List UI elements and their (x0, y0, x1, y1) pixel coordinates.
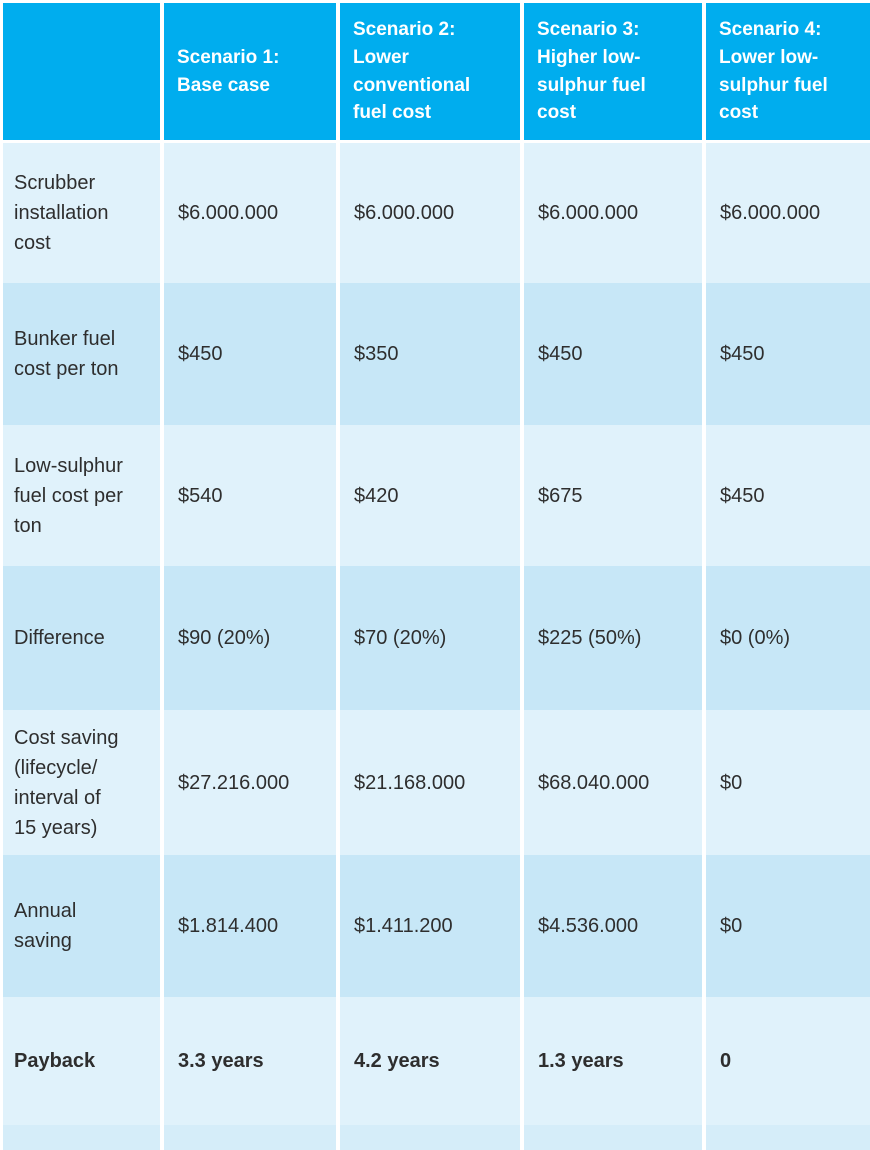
table-header-row: Scenario 1: Base case Scenario 2: Lower … (3, 3, 870, 140)
value-cell: $0 (706, 710, 870, 855)
header-cell-scenario-2: Scenario 2: Lower conventional fuel cost (340, 3, 520, 140)
row-label-scrubber-installation-cost: Scrubber installation cost (3, 143, 160, 283)
value-cell: $1.814.400 (164, 855, 336, 997)
partial-row-cell (3, 1125, 160, 1150)
value-cell: $350 (340, 283, 520, 425)
value-cell: $6.000.000 (706, 143, 870, 283)
value-cell: $6.000.000 (340, 143, 520, 283)
value-cell: $70 (20%) (340, 566, 520, 710)
header-cell-scenario-3: Scenario 3: Higher low- sulphur fuel cos… (524, 3, 702, 140)
row-label-bunker-fuel-cost-per-ton: Bunker fuel cost per ton (3, 283, 160, 425)
value-cell: $4.536.000 (524, 855, 702, 997)
value-cell: $90 (20%) (164, 566, 336, 710)
value-cell: $540 (164, 425, 336, 566)
header-cell-scenario-4: Scenario 4: Lower low- sulphur fuel cost (706, 3, 870, 140)
value-cell: $225 (50%) (524, 566, 702, 710)
value-cell: $450 (706, 425, 870, 566)
value-cell: $420 (340, 425, 520, 566)
table-body: Scrubber installation cost $6.000.000 $6… (3, 143, 870, 1150)
row-label-cost-saving-lifecycle: Cost saving (lifecycle/ interval of 15 y… (3, 710, 160, 855)
value-cell: 0 (706, 997, 870, 1125)
value-cell: $68.040.000 (524, 710, 702, 855)
value-cell: $450 (706, 283, 870, 425)
value-cell: $0 (0%) (706, 566, 870, 710)
header-cell-scenario-1: Scenario 1: Base case (164, 3, 336, 140)
partial-row-cell (164, 1125, 336, 1150)
partial-row-cell (706, 1125, 870, 1150)
value-cell: 3.3 years (164, 997, 336, 1125)
row-label-annual-saving: Annual saving (3, 855, 160, 997)
value-cell: $21.168.000 (340, 710, 520, 855)
header-corner-cell (3, 3, 160, 140)
value-cell: $675 (524, 425, 702, 566)
value-cell: $6.000.000 (164, 143, 336, 283)
value-cell: $450 (164, 283, 336, 425)
value-cell: $450 (524, 283, 702, 425)
row-label-difference: Difference (3, 566, 160, 710)
value-cell: $27.216.000 (164, 710, 336, 855)
value-cell: $6.000.000 (524, 143, 702, 283)
row-label-low-sulphur-fuel-cost-per-ton: Low-sulphur fuel cost per ton (3, 425, 160, 566)
value-cell: $1.411.200 (340, 855, 520, 997)
value-cell: 4.2 years (340, 997, 520, 1125)
partial-row-cell (340, 1125, 520, 1150)
partial-row-cell (524, 1125, 702, 1150)
row-label-payback: Payback (3, 997, 160, 1125)
value-cell: $0 (706, 855, 870, 997)
value-cell: 1.3 years (524, 997, 702, 1125)
